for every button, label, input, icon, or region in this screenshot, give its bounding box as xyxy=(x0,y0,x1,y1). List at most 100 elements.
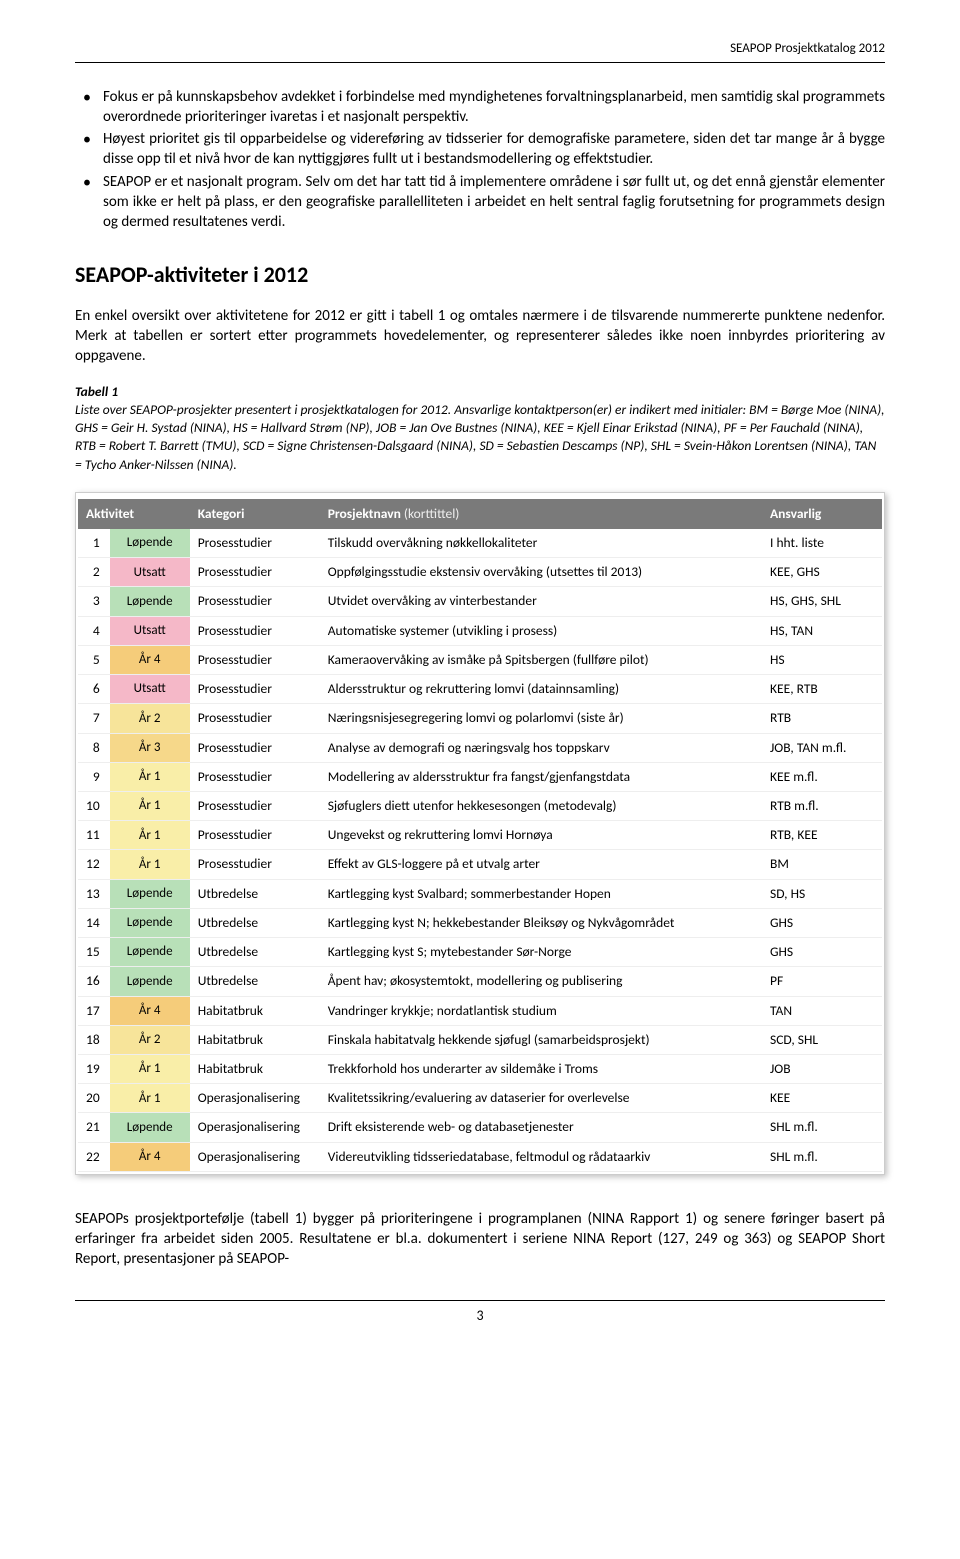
row-status-badge: Løpende xyxy=(110,529,190,558)
row-number: 9 xyxy=(78,762,110,791)
row-category: Utbredelse xyxy=(190,938,320,967)
row-project-name: Næringsnisjesegregering lomvi og polarlo… xyxy=(320,704,762,733)
row-responsible: HS xyxy=(762,645,882,674)
table-row: 13LøpendeUtbredelseKartlegging kyst Sval… xyxy=(78,879,882,908)
row-responsible: SHL m.fl. xyxy=(762,1142,882,1171)
row-project-name: Kartlegging kyst N; hekkebestander Bleik… xyxy=(320,908,762,937)
row-project-name: Kartlegging kyst S; mytebestander Sør-No… xyxy=(320,938,762,967)
caption-body: Liste over SEAPOP-prosjekter presentert … xyxy=(75,401,885,474)
row-project-name: Utvidet overvåking av vinterbestander xyxy=(320,587,762,616)
row-category: Utbredelse xyxy=(190,908,320,937)
col-kategori: Kategori xyxy=(190,499,320,529)
row-responsible: KEE m.fl. xyxy=(762,762,882,791)
row-project-name: Analyse av demografi og næringsvalg hos … xyxy=(320,733,762,762)
row-responsible: KEE, GHS xyxy=(762,558,882,587)
table-row: 16LøpendeUtbredelseÅpent hav; økosystemt… xyxy=(78,967,882,996)
row-responsible: SCD, SHL xyxy=(762,1025,882,1054)
row-responsible: I hht. liste xyxy=(762,529,882,558)
row-category: Habitatbruk xyxy=(190,1025,320,1054)
table-row: 8År 3ProsesstudierAnalyse av demografi o… xyxy=(78,733,882,762)
row-project-name: Aldersstruktur og rekruttering lomvi (da… xyxy=(320,675,762,704)
row-status-badge: År 1 xyxy=(110,850,190,879)
row-project-name: Trekkforhold hos underarter av sildemåke… xyxy=(320,1054,762,1083)
caption-title: Tabell 1 xyxy=(75,383,885,401)
row-project-name: Kartlegging kyst Svalbard; sommerbestand… xyxy=(320,879,762,908)
row-responsible: HS, GHS, SHL xyxy=(762,587,882,616)
row-number: 7 xyxy=(78,704,110,733)
row-category: Prosesstudier xyxy=(190,762,320,791)
bullet-item: Høyest prioritet gis til opparbeidelse o… xyxy=(75,129,885,170)
row-number: 19 xyxy=(78,1054,110,1083)
row-responsible: TAN xyxy=(762,996,882,1025)
table-row: 18År 2HabitatbrukFinskala habitatvalg he… xyxy=(78,1025,882,1054)
row-number: 22 xyxy=(78,1142,110,1171)
row-category: Prosesstudier xyxy=(190,529,320,558)
row-category: Prosesstudier xyxy=(190,558,320,587)
table-header-row: Aktivitet Kategori Prosjektnavn (korttit… xyxy=(78,499,882,529)
table-row: 19År 1HabitatbrukTrekkforhold hos undera… xyxy=(78,1054,882,1083)
row-number: 2 xyxy=(78,558,110,587)
bullet-list: Fokus er på kunnskapsbehov avdekket i fo… xyxy=(75,87,885,233)
row-responsible: RTB m.fl. xyxy=(762,792,882,821)
row-status-badge: Løpende xyxy=(110,879,190,908)
row-status-badge: Utsatt xyxy=(110,616,190,645)
row-number: 21 xyxy=(78,1113,110,1142)
row-project-name: Drift eksisterende web- og databasetjene… xyxy=(320,1113,762,1142)
row-category: Prosesstudier xyxy=(190,645,320,674)
page-header: SEAPOP Prosjektkatalog 2012 xyxy=(75,40,885,63)
row-responsible: GHS xyxy=(762,908,882,937)
row-status-badge: År 1 xyxy=(110,1084,190,1113)
row-project-name: Kvalitetssikring/evaluering av dataserie… xyxy=(320,1084,762,1113)
row-category: Operasjonalisering xyxy=(190,1142,320,1171)
row-status-badge: År 3 xyxy=(110,733,190,762)
row-category: Prosesstudier xyxy=(190,616,320,645)
row-status-badge: Løpende xyxy=(110,908,190,937)
col-navn-label: Prosjektnavn xyxy=(328,505,401,522)
col-ansvarlig: Ansvarlig xyxy=(762,499,882,529)
row-number: 6 xyxy=(78,675,110,704)
row-category: Operasjonalisering xyxy=(190,1084,320,1113)
row-category: Prosesstudier xyxy=(190,587,320,616)
row-category: Prosesstudier xyxy=(190,704,320,733)
row-status-badge: År 4 xyxy=(110,1142,190,1171)
row-number: 8 xyxy=(78,733,110,762)
row-number: 11 xyxy=(78,821,110,850)
bullet-item: Fokus er på kunnskapsbehov avdekket i fo… xyxy=(75,87,885,128)
row-number: 13 xyxy=(78,879,110,908)
row-category: Prosesstudier xyxy=(190,733,320,762)
row-number: 10 xyxy=(78,792,110,821)
row-number: 3 xyxy=(78,587,110,616)
row-responsible: KEE, RTB xyxy=(762,675,882,704)
table-row: 14LøpendeUtbredelseKartlegging kyst N; h… xyxy=(78,908,882,937)
row-number: 20 xyxy=(78,1084,110,1113)
row-project-name: Vandringer krykkje; nordatlantisk studiu… xyxy=(320,996,762,1025)
row-category: Utbredelse xyxy=(190,967,320,996)
row-status-badge: Løpende xyxy=(110,967,190,996)
row-status-badge: Løpende xyxy=(110,587,190,616)
row-status-badge: År 2 xyxy=(110,704,190,733)
row-responsible: PF xyxy=(762,967,882,996)
row-responsible: GHS xyxy=(762,938,882,967)
row-project-name: Finskala habitatvalg hekkende sjøfugl (s… xyxy=(320,1025,762,1054)
row-project-name: Automatiske systemer (utvikling i proses… xyxy=(320,616,762,645)
row-category: Prosesstudier xyxy=(190,821,320,850)
table-row: 15LøpendeUtbredelseKartlegging kyst S; m… xyxy=(78,938,882,967)
row-category: Prosesstudier xyxy=(190,850,320,879)
table-row: 21LøpendeOperasjonaliseringDrift eksiste… xyxy=(78,1113,882,1142)
row-responsible: HS, TAN xyxy=(762,616,882,645)
table-row: 22År 4OperasjonaliseringVidereutvikling … xyxy=(78,1142,882,1171)
intro-paragraph: En enkel oversikt over aktivitetene for … xyxy=(75,306,885,367)
row-project-name: Oppfølgingsstudie ekstensiv overvåking (… xyxy=(320,558,762,587)
row-responsible: RTB, KEE xyxy=(762,821,882,850)
activities-table-wrap: Aktivitet Kategori Prosjektnavn (korttit… xyxy=(75,492,885,1175)
row-number: 4 xyxy=(78,616,110,645)
row-project-name: Tilskudd overvåkning nøkkellokaliteter xyxy=(320,529,762,558)
col-prosjektnavn: Prosjektnavn (korttittel) xyxy=(320,499,762,529)
table-row: 11År 1ProsesstudierUngevekst og rekrutte… xyxy=(78,821,882,850)
outro-paragraph: SEAPOPs prosjektportefølje (tabell 1) by… xyxy=(75,1209,885,1270)
row-responsible: JOB xyxy=(762,1054,882,1083)
row-category: Habitatbruk xyxy=(190,996,320,1025)
row-responsible: BM xyxy=(762,850,882,879)
row-category: Utbredelse xyxy=(190,879,320,908)
table-row: 17År 4HabitatbrukVandringer krykkje; nor… xyxy=(78,996,882,1025)
